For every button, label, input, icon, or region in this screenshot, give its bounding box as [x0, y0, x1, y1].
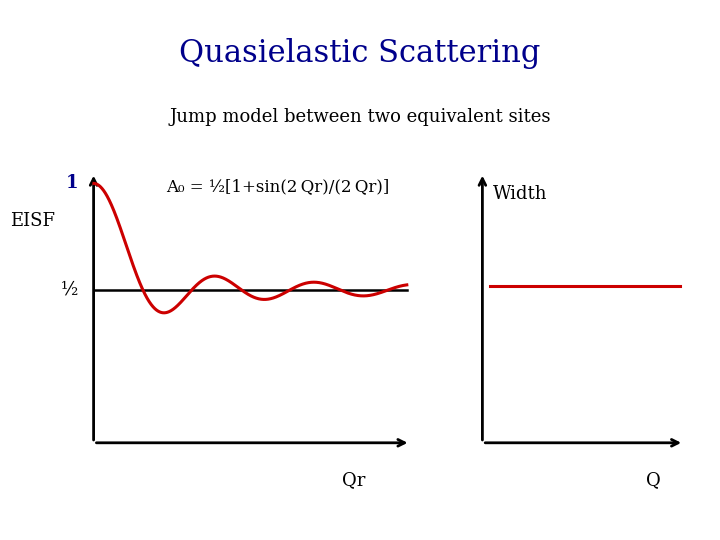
Text: Width: Width [493, 185, 548, 204]
Text: EISF: EISF [10, 212, 55, 231]
Text: Quasielastic Scattering: Quasielastic Scattering [179, 38, 541, 69]
Text: Jump model between two equivalent sites: Jump model between two equivalent sites [169, 108, 551, 126]
Text: Qr: Qr [342, 471, 365, 490]
Text: ½: ½ [60, 281, 78, 299]
Text: 1: 1 [66, 174, 78, 192]
Text: A₀ = ½[1+sin(2 Qr)/(2 Qr)]: A₀ = ½[1+sin(2 Qr)/(2 Qr)] [166, 178, 389, 195]
Text: Q: Q [647, 471, 661, 490]
